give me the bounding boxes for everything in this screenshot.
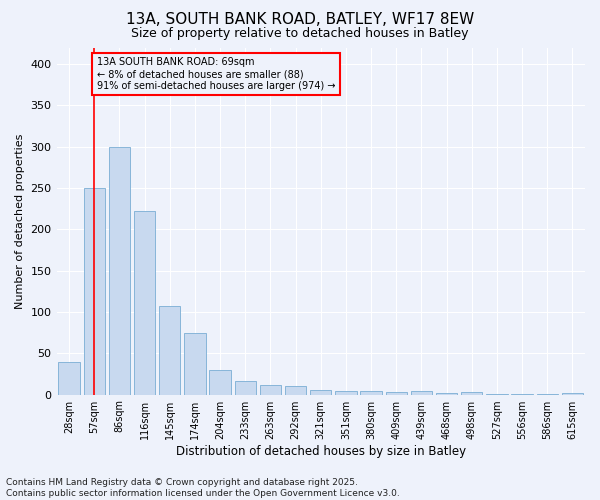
Bar	[159, 306, 181, 394]
Bar	[461, 392, 482, 394]
Bar	[134, 211, 155, 394]
Bar	[260, 386, 281, 394]
X-axis label: Distribution of detached houses by size in Batley: Distribution of detached houses by size …	[176, 444, 466, 458]
Bar	[310, 390, 331, 394]
Y-axis label: Number of detached properties: Number of detached properties	[15, 134, 25, 308]
Text: 13A, SOUTH BANK ROAD, BATLEY, WF17 8EW: 13A, SOUTH BANK ROAD, BATLEY, WF17 8EW	[126, 12, 474, 28]
Bar	[436, 393, 457, 394]
Bar	[285, 386, 307, 394]
Bar	[386, 392, 407, 394]
Bar	[411, 392, 432, 394]
Bar	[562, 393, 583, 394]
Bar	[184, 332, 206, 394]
Bar	[335, 392, 356, 394]
Bar	[83, 188, 105, 394]
Bar	[209, 370, 231, 394]
Bar	[109, 146, 130, 394]
Bar	[235, 380, 256, 394]
Text: Contains HM Land Registry data © Crown copyright and database right 2025.
Contai: Contains HM Land Registry data © Crown c…	[6, 478, 400, 498]
Text: 13A SOUTH BANK ROAD: 69sqm
← 8% of detached houses are smaller (88)
91% of semi-: 13A SOUTH BANK ROAD: 69sqm ← 8% of detac…	[97, 58, 335, 90]
Bar	[58, 362, 80, 394]
Text: Size of property relative to detached houses in Batley: Size of property relative to detached ho…	[131, 28, 469, 40]
Bar	[361, 392, 382, 394]
